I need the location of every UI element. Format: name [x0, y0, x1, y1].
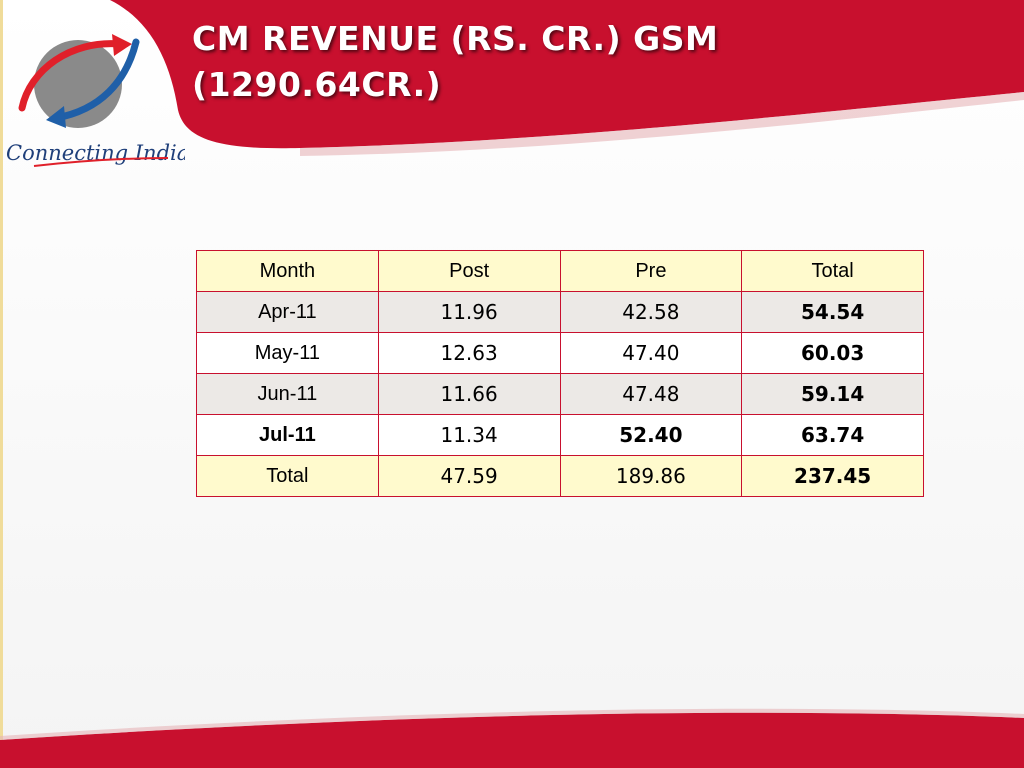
cell-post: 12.63: [377, 332, 561, 374]
company-logo: Connecting India: [6, 34, 185, 167]
slide-title-line-2: (1290.64CR.): [192, 65, 442, 104]
footer-banner: [0, 708, 1024, 768]
cell-total: 237.45: [741, 455, 924, 497]
cell-total: 63.74: [741, 414, 924, 456]
logo-red-arrow-icon: [18, 40, 124, 112]
table-row: Jul-11 11.34 52.40 63.74: [196, 414, 924, 456]
header-month: Month: [196, 250, 379, 292]
logo-blue-arrow-icon: [52, 38, 140, 122]
cell-month: May-11: [196, 332, 379, 374]
header-pre: Pre: [559, 250, 743, 292]
cell-total: 54.54: [741, 291, 924, 333]
header-total: Total: [741, 250, 924, 292]
table-row: Jun-11 11.66 47.48 59.14: [196, 373, 924, 415]
cell-post: 11.66: [377, 373, 561, 415]
cell-pre: 42.58: [559, 291, 743, 333]
table-header-row: Month Post Pre Total: [196, 250, 924, 292]
cell-total: 60.03: [741, 332, 924, 374]
header-banner: [110, 0, 1024, 156]
cell-pre: 47.48: [559, 373, 743, 415]
cell-month: Jun-11: [196, 373, 379, 415]
slide-title-line-1: CM REVENUE (RS. CR.) GSM: [192, 19, 719, 58]
slide-title: CM REVENUE (RS. CR.) GSM (1290.64CR.): [192, 16, 992, 108]
cell-total: 59.14: [741, 373, 924, 415]
cell-pre: 52.40: [559, 414, 743, 456]
cell-pre: 47.40: [559, 332, 743, 374]
header-post: Post: [377, 250, 561, 292]
table-row: May-11 12.63 47.40 60.03: [196, 332, 924, 374]
cell-month: Apr-11: [196, 291, 379, 333]
table-total-row: Total 47.59 189.86 237.45: [196, 455, 924, 497]
cell-post: 11.96: [377, 291, 561, 333]
cell-post: 11.34: [377, 414, 561, 456]
table-row: Apr-11 11.96 42.58 54.54: [196, 291, 924, 333]
cell-post: 47.59: [377, 455, 561, 497]
cell-month: Total: [196, 455, 379, 497]
cell-month: Jul-11: [196, 414, 379, 456]
cell-pre: 189.86: [559, 455, 743, 497]
left-edge-strip: [0, 0, 3, 768]
revenue-table: Month Post Pre Total Apr-11 11.96 42.58 …: [196, 250, 924, 497]
